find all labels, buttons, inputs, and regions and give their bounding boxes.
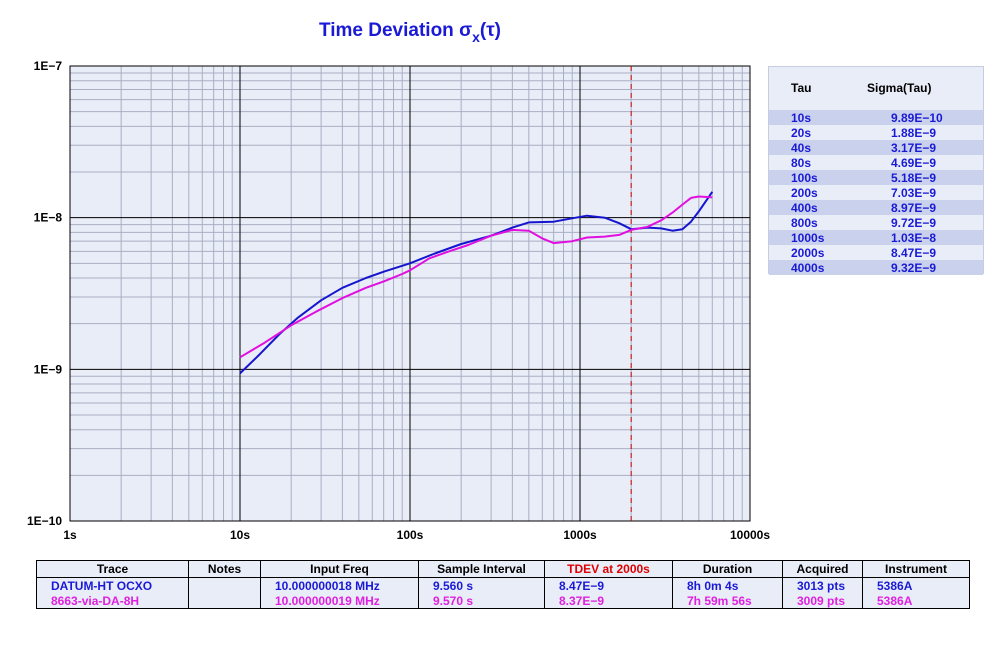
tau-value: 200s [791, 185, 818, 200]
major-grid [70, 66, 750, 521]
trace-name: 8663-via-DA-8H [36, 593, 189, 609]
tau-value: 100s [791, 170, 818, 185]
trace-notes [188, 577, 261, 593]
trace-duration: 8h 0m 4s [672, 577, 783, 593]
x-tick-label: 100s [397, 528, 424, 542]
trace-instrument: 5386A [862, 593, 970, 609]
tau-sigma-row: 10s 9.89E−10 [769, 110, 983, 125]
sigma-value: 4.69E−9 [891, 155, 937, 170]
y-axis: 1E−7 1E−8 1E−9 1E−10 [27, 59, 62, 528]
y-tick-label: 1E−7 [34, 59, 63, 73]
tau-value: 800s [791, 215, 818, 230]
sigma-value: 1.03E−8 [891, 230, 937, 245]
x-tick-label: 10s [230, 528, 250, 542]
trace-table: Trace Notes Input Freq Sample Interval T… [36, 560, 970, 609]
tau-sigma-row: 200s 7.03E−9 [769, 185, 983, 200]
tau-value: 20s [791, 125, 812, 140]
trace-name: DATUM-HT OCXO [36, 577, 189, 593]
tau-sigma-row: 400s 8.97E−9 [769, 200, 983, 215]
chart-title: Time Deviation σx(τ) [319, 20, 501, 45]
tau-sigma-row: 40s 3.17E−9 [769, 140, 983, 155]
trace-sample-interval: 9.570 s [418, 593, 545, 609]
col-notes: Notes [188, 560, 261, 578]
y-tick-label: 1E−9 [34, 362, 63, 376]
tau-value: 10s [791, 110, 812, 125]
table-row[interactable]: DATUM-HT OCXO 10.000000018 MHz 9.560 s 8… [36, 577, 970, 593]
trace-sample-interval: 9.560 s [418, 577, 545, 593]
series-line-1 [239, 191, 714, 375]
sigma-header: Sigma(Tau) [867, 81, 932, 95]
col-input-freq: Input Freq [260, 560, 419, 578]
tau-value: 40s [791, 140, 812, 155]
trace-input-freq: 10.000000019 MHz [260, 593, 419, 609]
tau-header: Tau [791, 81, 812, 95]
x-tick-label: 10000s [730, 528, 770, 542]
trace-acquired: 3013 pts [782, 577, 863, 593]
trace-acquired: 3009 pts [782, 593, 863, 609]
trace-table-header: Trace Notes Input Freq Sample Interval T… [36, 560, 970, 578]
x-tick-label: 1000s [563, 528, 597, 542]
sigma-value: 8.97E−9 [891, 200, 937, 215]
tau-value: 400s [791, 200, 818, 215]
tau-sigma-rows: 10s 9.89E−10 20s 1.88E−9 40s 3.17E−9 80s 4.69E−… [769, 110, 983, 275]
tau-value: 4000s [791, 260, 825, 275]
tau-sigma-row: 20s 1.88E−9 [769, 125, 983, 140]
col-duration: Duration [672, 560, 783, 578]
trace-notes [188, 593, 261, 609]
tdev-chart: Time Deviation σx(τ) 1E−7 1E−8 1E−9 1E−10 1… [27, 20, 770, 542]
table-row[interactable]: 8663-via-DA-8H 10.000000019 MHz 9.570 s … [36, 593, 970, 609]
sigma-value: 9.89E−10 [891, 110, 943, 125]
tau-sigma-row: 1000s 1.03E−8 [769, 230, 983, 245]
y-tick-label: 1E−10 [27, 514, 62, 528]
sigma-value: 9.32E−9 [891, 260, 937, 275]
tau-value: 1000s [791, 230, 825, 245]
tau-sigma-row: 2000s 8.47E−9 [769, 245, 983, 260]
x-axis: 1s 10s 100s 1000s 10000s [63, 528, 770, 542]
trace-tdev: 8.47E−9 [544, 577, 673, 593]
y-tick-label: 1E−8 [34, 211, 63, 225]
col-acquired: Acquired [782, 560, 863, 578]
tau-sigma-header: Tau Sigma(Tau) [769, 67, 983, 109]
x-tick-label: 1s [63, 528, 77, 542]
tau-sigma-table: Tau Sigma(Tau) 10s 9.89E−10 20s 1.88E−9 40s 3… [768, 66, 984, 275]
trace-input-freq: 10.000000018 MHz [260, 577, 419, 593]
sigma-value: 5.18E−9 [891, 170, 937, 185]
tau-value: 80s [791, 155, 812, 170]
sigma-value: 3.17E−9 [891, 140, 937, 155]
tau-value: 2000s [791, 245, 825, 260]
trace-tdev: 8.37E−9 [544, 593, 673, 609]
tau-sigma-row: 800s 9.72E−9 [769, 215, 983, 230]
sigma-value: 7.03E−9 [891, 185, 937, 200]
trace-duration: 7h 59m 56s [672, 593, 783, 609]
series-layer [239, 191, 714, 375]
tau-sigma-row: 100s 5.18E−9 [769, 170, 983, 185]
col-trace: Trace [36, 560, 189, 578]
sigma-value: 1.88E−9 [891, 125, 937, 140]
tau-sigma-row: 4000s 9.32E−9 [769, 260, 983, 275]
col-instrument: Instrument [862, 560, 970, 578]
series-line-2 [239, 195, 713, 359]
plot-frame [69, 65, 751, 522]
sigma-value: 8.47E−9 [891, 245, 937, 260]
sigma-value: 9.72E−9 [891, 215, 937, 230]
tau-sigma-row: 80s 4.69E−9 [769, 155, 983, 170]
trace-instrument: 5386A [862, 577, 970, 593]
col-tdev: TDEV at 2000s [544, 560, 673, 578]
col-sample-interval: Sample Interval [418, 560, 545, 578]
